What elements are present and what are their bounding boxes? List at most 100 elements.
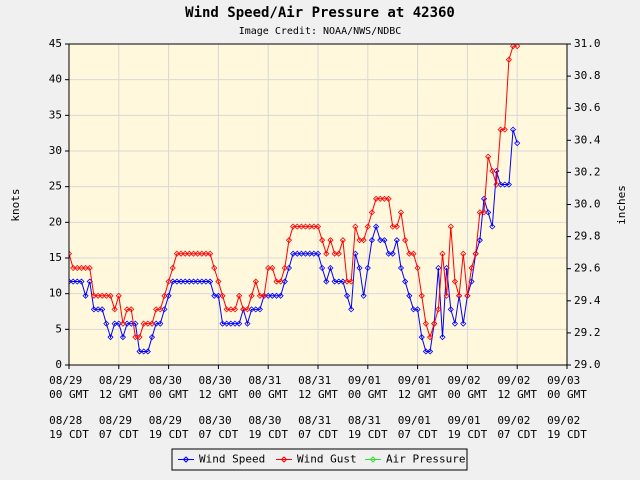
point-marker — [198, 278, 205, 285]
point-marker — [219, 292, 226, 299]
x-tick-label-local: 08/29 07 CDT — [99, 414, 139, 441]
point-marker — [269, 292, 276, 299]
point-marker — [157, 320, 164, 327]
point-marker — [514, 140, 521, 147]
point-marker — [377, 195, 384, 202]
point-marker — [509, 43, 517, 50]
point-marker — [173, 250, 180, 257]
x-tick-label: 08/31 12 GMT — [298, 374, 338, 401]
x-tick-label-local: 09/01 07 CDT — [398, 414, 438, 441]
point-marker — [290, 250, 297, 257]
y2-tick-label: 31.0 — [574, 37, 601, 50]
point-marker — [103, 320, 110, 327]
point-marker — [377, 237, 384, 244]
point-marker — [211, 292, 218, 299]
point-marker — [435, 264, 442, 272]
point-marker — [215, 292, 222, 299]
point-marker — [456, 292, 463, 299]
point-marker — [294, 223, 301, 230]
point-marker — [319, 237, 326, 244]
point-marker — [422, 320, 429, 327]
point-marker — [385, 195, 392, 202]
point-marker — [140, 320, 147, 327]
point-marker — [447, 306, 454, 313]
point-marker — [161, 292, 168, 299]
point-marker — [285, 237, 293, 244]
point-marker — [443, 292, 450, 299]
y2-tick-label: 29.2 — [574, 326, 601, 339]
point-marker — [485, 209, 492, 216]
data-layer — [69, 43, 521, 355]
point-marker — [426, 334, 434, 341]
point-marker — [435, 306, 442, 313]
point-marker — [368, 237, 376, 244]
point-marker — [169, 264, 176, 272]
point-marker — [418, 334, 425, 341]
x-tick-label-local: 09/02 07 CDT — [497, 414, 537, 441]
point-marker — [339, 278, 346, 285]
point-marker — [385, 250, 392, 257]
point-marker — [78, 264, 85, 272]
point-marker — [74, 264, 81, 272]
point-marker — [190, 278, 197, 285]
point-marker — [352, 223, 359, 230]
series-line — [69, 129, 518, 352]
point-marker — [136, 334, 143, 341]
y-tick-label: 30 — [49, 144, 62, 157]
point-marker — [177, 278, 185, 285]
point-marker — [115, 320, 122, 327]
point-marker — [207, 250, 214, 257]
point-marker — [111, 306, 118, 313]
point-marker — [397, 209, 405, 216]
x-tick-label: 08/30 12 GMT — [199, 374, 239, 401]
point-marker — [194, 278, 201, 285]
point-marker — [343, 292, 351, 299]
point-marker — [119, 320, 127, 327]
point-marker — [260, 292, 268, 299]
point-marker — [373, 223, 380, 230]
point-marker — [393, 237, 400, 244]
point-marker — [144, 320, 151, 327]
point-marker — [240, 306, 247, 313]
point-marker — [402, 237, 409, 244]
point-marker — [439, 334, 446, 341]
point-marker — [422, 348, 429, 355]
point-marker — [451, 320, 459, 327]
y2-tick-label: 30.4 — [574, 133, 601, 146]
point-marker — [319, 264, 326, 272]
point-marker — [389, 250, 396, 257]
point-marker — [410, 306, 417, 313]
legend — [171, 448, 468, 471]
point-marker — [476, 237, 483, 244]
point-marker — [157, 306, 164, 313]
point-marker — [124, 306, 131, 313]
point-marker — [252, 306, 259, 313]
y2-tick-label: 30.6 — [574, 101, 601, 114]
point-marker — [356, 264, 363, 272]
point-marker — [489, 167, 496, 175]
point-marker — [497, 126, 504, 133]
x-tick-label-local: 08/30 19 CDT — [248, 414, 288, 441]
point-marker — [505, 56, 512, 63]
point-marker — [397, 264, 405, 272]
point-marker — [111, 320, 118, 327]
x-tick-label-local: 08/30 07 CDT — [199, 414, 239, 441]
point-marker — [323, 250, 330, 257]
point-marker — [327, 237, 334, 244]
y-tick-label: 25 — [49, 180, 62, 193]
grid — [68, 43, 568, 366]
legend-label: Air Pressure — [386, 453, 465, 466]
point-marker — [393, 223, 400, 230]
point-marker — [410, 250, 417, 257]
point-marker — [94, 306, 102, 313]
point-marker — [194, 250, 201, 257]
point-marker — [169, 278, 176, 285]
y2-tick-label: 29.4 — [574, 294, 601, 307]
point-marker — [505, 181, 512, 188]
y2-tick-label: 29.8 — [574, 230, 601, 243]
point-marker — [381, 195, 388, 202]
point-marker — [464, 292, 471, 299]
point-marker — [223, 306, 230, 313]
point-marker — [343, 278, 351, 285]
x-tick-label: 08/30 00 GMT — [149, 374, 189, 401]
